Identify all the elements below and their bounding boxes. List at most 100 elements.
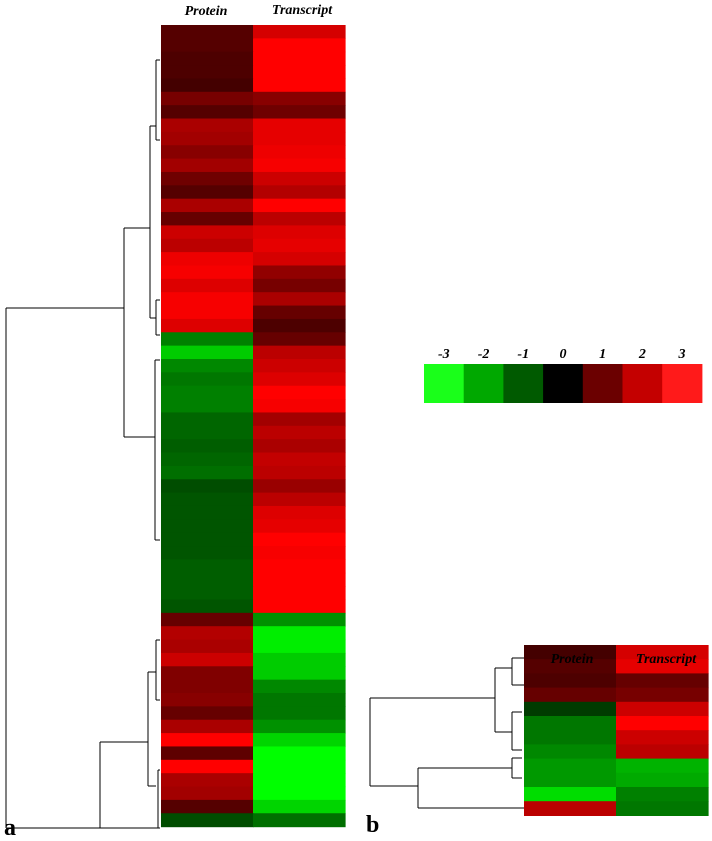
panel-a-cell-r44-c0 <box>161 612 254 627</box>
panel-a-cell-r49-c1 <box>253 679 346 694</box>
panel-a-cell-r13-c1 <box>253 198 346 213</box>
panel-a-cell-r28-c0 <box>161 399 254 414</box>
panel-a-cell-r12-c0 <box>161 185 254 200</box>
panel-a-cell-r55-c0 <box>161 759 254 774</box>
color-scale-cells <box>424 364 703 403</box>
panel-a-cell-r28-c1 <box>253 399 346 414</box>
panel-a-cell-r6-c1 <box>253 105 346 120</box>
panel-a-cell-r7-c0 <box>161 118 254 133</box>
panel-a-cell-r32-c0 <box>161 452 254 467</box>
color-scale-swatch-5 <box>622 364 663 403</box>
panel-a-cell-r14-c0 <box>161 212 254 226</box>
panel-a-cell-r57-c1 <box>253 786 346 801</box>
panel-a-cell-r23-c0 <box>161 332 254 347</box>
color-scale-legend: -3 -2 -1 0 1 2 3 <box>424 347 703 403</box>
panel-a-cell-r18-c1 <box>253 265 346 280</box>
panel-a-cell-r13-c0 <box>161 198 254 213</box>
panel-a-cell-r11-c1 <box>253 171 346 186</box>
panel-a-cell-r47-c0 <box>161 652 254 667</box>
panel-b-cell-r7-c0 <box>524 744 617 760</box>
panel-a-cell-r10-c1 <box>253 158 346 173</box>
panel-a-column-label-transcript: Transcript <box>272 3 333 18</box>
color-scale-swatch-3 <box>543 364 584 403</box>
panel-a-cell-r2-c1 <box>253 51 346 66</box>
color-scale-tick-label-5: 2 <box>638 347 646 362</box>
color-scale-swatch-6 <box>662 364 703 403</box>
panel-a-cell-r45-c1 <box>253 626 346 641</box>
panel-b-cell-r5-c1 <box>616 716 709 731</box>
panel-b-cell-r8-c0 <box>524 758 617 774</box>
panel-a-cell-r29-c0 <box>161 412 254 427</box>
panel-a-cell-r27-c1 <box>253 385 346 400</box>
panel-a-cell-r15-c1 <box>253 225 346 240</box>
color-scale-tick-label-1: -2 <box>478 347 490 362</box>
panel-a-cell-r18-c0 <box>161 265 254 280</box>
panel-a-cell-r47-c1 <box>253 652 346 667</box>
panel-a-cell-r51-c0 <box>161 706 254 721</box>
panel-b-cell-r8-c1 <box>616 758 709 774</box>
panel-a-cell-r24-c1 <box>253 345 346 360</box>
panel-a-cell-r20-c0 <box>161 292 254 307</box>
panel-b-cell-r0-c0 <box>524 645 617 660</box>
panel-a-cell-r42-c0 <box>161 586 254 601</box>
panel-a-cell-r45-c0 <box>161 626 254 641</box>
panel-a-cell-r34-c0 <box>161 479 254 494</box>
panel-b-cell-r6-c1 <box>616 730 709 745</box>
panel-a-cell-r50-c0 <box>161 693 254 707</box>
panel-a-cell-r52-c1 <box>253 719 346 734</box>
panel-a-cell-r25-c1 <box>253 359 346 373</box>
panel-a-cell-r57-c0 <box>161 786 254 801</box>
panel-a-cell-r41-c0 <box>161 572 254 587</box>
panel-a-heatmap: Protein Transcript a <box>4 3 346 841</box>
color-scale-swatch-1 <box>463 364 504 403</box>
panel-a-cell-r55-c1 <box>253 759 346 774</box>
color-scale-swatch-0 <box>424 364 465 403</box>
panel-a-cell-r4-c0 <box>161 78 254 93</box>
panel-b-cell-r4-c0 <box>524 701 617 717</box>
panel-a-cell-r16-c0 <box>161 238 254 253</box>
panel-a-cell-r48-c0 <box>161 666 254 681</box>
panel-b-cell-r2-c0 <box>524 673 617 689</box>
panel-a-cell-r14-c1 <box>253 212 346 226</box>
panel-a-cell-r46-c1 <box>253 639 346 654</box>
panel-a-cells <box>161 25 346 828</box>
color-scale-tick-label-0: -3 <box>438 347 450 362</box>
color-scale-tick-label-2: -1 <box>517 347 529 362</box>
panel-a-cell-r3-c0 <box>161 65 254 80</box>
panel-a-cell-r59-c0 <box>161 813 254 828</box>
panel-a-cell-r29-c1 <box>253 412 346 427</box>
panel-b-cell-r3-c1 <box>616 687 709 703</box>
panel-a-cell-r52-c0 <box>161 719 254 734</box>
panel-a-cell-r25-c0 <box>161 359 254 373</box>
panel-a-cell-r37-c0 <box>161 519 254 534</box>
panel-a-cell-r38-c1 <box>253 532 346 547</box>
panel-a-column-label-protein: Protein <box>185 4 228 19</box>
panel-a-cell-r3-c1 <box>253 65 346 80</box>
panel-b-cell-r2-c1 <box>616 673 709 689</box>
panel-a-cell-r35-c1 <box>253 492 346 507</box>
panel-b-cell-r10-c0 <box>524 787 617 802</box>
panel-a-cell-r21-c0 <box>161 305 254 320</box>
color-scale-tick-label-3: 0 <box>559 347 566 362</box>
panel-a-cell-r6-c0 <box>161 105 254 120</box>
panel-a-cell-r26-c0 <box>161 372 254 387</box>
panel-b-cell-r5-c0 <box>524 716 617 731</box>
panel-a-cell-r30-c0 <box>161 425 254 440</box>
color-scale-ticks: -3 -2 -1 0 1 2 3 <box>438 347 686 362</box>
panel-b-cell-r0-c1 <box>616 645 709 660</box>
panel-a-cell-r58-c0 <box>161 799 254 814</box>
panel-b-cell-r6-c0 <box>524 730 617 745</box>
panel-a-cell-r43-c0 <box>161 599 254 614</box>
panel-b-cell-r11-c0 <box>524 801 617 816</box>
panel-a-cell-r0-c1 <box>253 25 346 39</box>
panel-a-cell-r58-c1 <box>253 799 346 814</box>
panel-a-cell-r23-c1 <box>253 332 346 347</box>
panel-a-cell-r4-c1 <box>253 78 346 93</box>
panel-a-cell-r32-c1 <box>253 452 346 467</box>
panel-b-cell-r7-c1 <box>616 744 709 760</box>
panel-a-cell-r1-c1 <box>253 38 346 53</box>
panel-a-cell-r21-c1 <box>253 305 346 320</box>
panel-a-cell-r35-c0 <box>161 492 254 507</box>
panel-a-cell-r16-c1 <box>253 238 346 253</box>
panel-a-cell-r22-c1 <box>253 318 346 333</box>
